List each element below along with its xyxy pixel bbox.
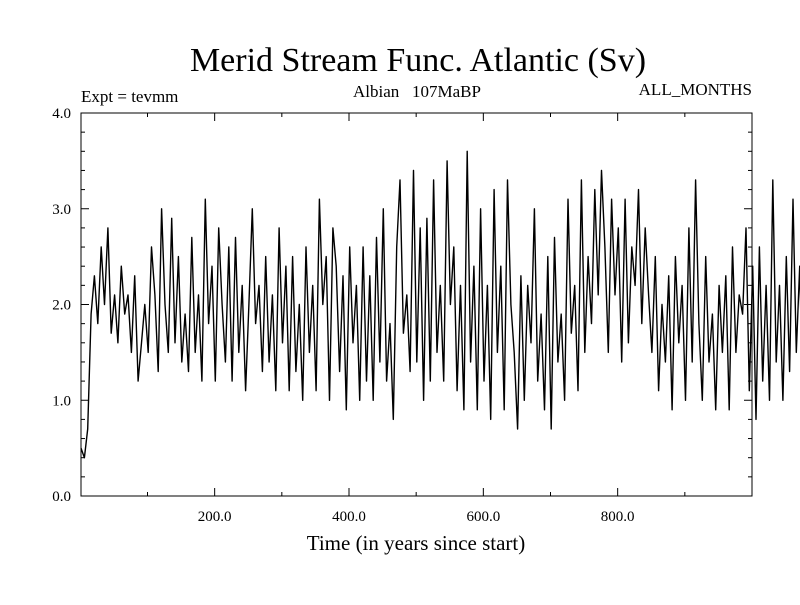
- y-tick-label: 4.0: [52, 106, 71, 122]
- axis-tick-labels: 0.0 1.0 2.0 3.0 4.0 200.0 400.0 600.0 800.0: [52, 106, 634, 525]
- plot-frame: [80, 112, 753, 497]
- y-tick-label: 1.0: [52, 393, 71, 409]
- x-tick-label: 400.0: [332, 509, 366, 525]
- x-tick-label: 600.0: [466, 509, 500, 525]
- experiment-label: Expt = tevmm: [81, 87, 178, 106]
- series-line-stream-function: [80, 150, 800, 459]
- y-tick-label: 0.0: [52, 489, 71, 505]
- period-label: Albian 107MaBP: [353, 82, 481, 101]
- x-axis-label: Time (in years since start): [307, 531, 526, 555]
- y-tick-label: 3.0: [52, 202, 71, 218]
- x-tick-label: 200.0: [198, 509, 232, 525]
- x-tick-label: 800.0: [601, 509, 635, 525]
- y-tick-label: 2.0: [52, 298, 71, 314]
- months-label: ALL_MONTHS: [639, 80, 752, 99]
- chart-title: Merid Stream Func. Atlantic (Sv): [190, 42, 646, 79]
